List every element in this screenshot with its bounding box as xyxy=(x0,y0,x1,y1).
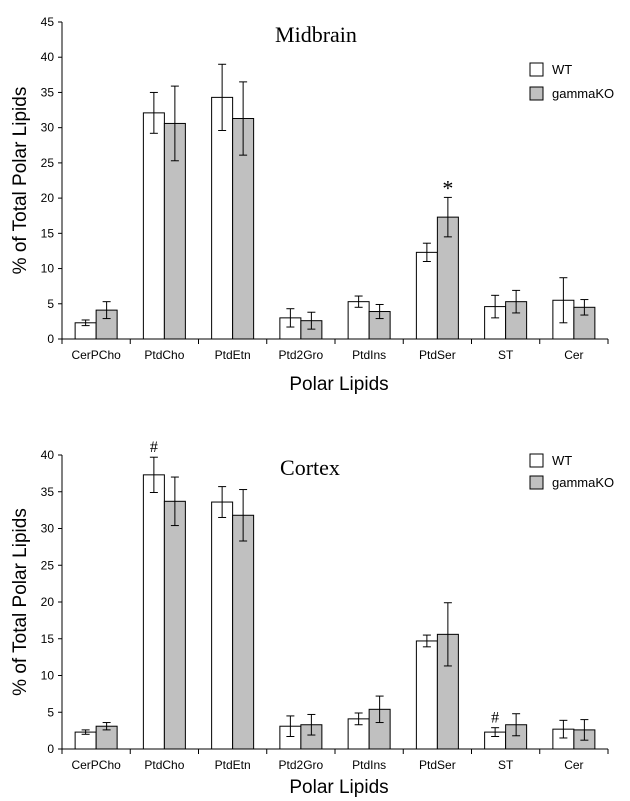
y-tick-label: 30 xyxy=(41,522,55,536)
y-tick-label: 20 xyxy=(41,595,55,609)
x-category-label: PtdEtn xyxy=(215,758,251,772)
y-tick-label: 10 xyxy=(41,262,55,276)
x-category-label: PtdIns xyxy=(352,348,386,362)
y-tick-label: 0 xyxy=(47,742,54,756)
bar-gammako-ptdetn xyxy=(232,514,255,750)
y-tick-label: 0 xyxy=(47,332,54,346)
x-axis-title: Polar Lipids xyxy=(289,374,388,395)
x-category-label: PtdEtn xyxy=(215,348,251,362)
legend: WT gammaKO xyxy=(529,453,614,490)
y-axis-title: % of Total Polar Lipids xyxy=(10,508,31,696)
y-tick-label: 35 xyxy=(41,485,55,499)
y-tick-label: 45 xyxy=(41,15,55,29)
x-category-label: ST xyxy=(498,758,514,772)
legend-label-wt: WT xyxy=(552,62,572,77)
legend-swatch-wt xyxy=(529,453,544,468)
x-category-label: PtdCho xyxy=(144,348,184,362)
bar-wt-ptdetn xyxy=(211,501,234,750)
y-tick-label: 5 xyxy=(47,705,54,719)
y-tick-label: 30 xyxy=(41,121,55,135)
y-tick-label: 40 xyxy=(41,448,55,462)
y-tick-label: 15 xyxy=(41,226,55,240)
y-tick-label: 15 xyxy=(41,632,55,646)
legend-swatch-wt xyxy=(529,62,544,77)
x-category-label: Ptd2Gro xyxy=(279,348,324,362)
x-category-label: Cer xyxy=(564,758,583,772)
bar-wt-ptdser xyxy=(415,251,438,340)
significance-marker: * xyxy=(442,175,453,200)
chart-title: Cortex xyxy=(280,455,340,480)
y-tick-label: 35 xyxy=(41,85,55,99)
bar-gammako-ptdcho xyxy=(163,500,186,750)
bar-wt-ptdser xyxy=(415,640,438,750)
legend-label-wt: WT xyxy=(552,453,572,468)
midbrain-chart: 0 5 10 15 20 25 30 35 40 45 CerPCho PtdCho PtdEtn Ptd… xyxy=(10,15,614,395)
x-category-label: PtdSer xyxy=(419,758,456,772)
x-category-label: Ptd2Gro xyxy=(279,758,324,772)
y-tick-label: 10 xyxy=(41,669,55,683)
y-tick-label: 20 xyxy=(41,191,55,205)
y-tick-label: 25 xyxy=(41,558,55,572)
y-tick-label: 25 xyxy=(41,156,55,170)
significance-marker: # xyxy=(491,710,499,727)
x-axis-title: Polar Lipids xyxy=(289,777,388,798)
x-category-label: PtdIns xyxy=(352,758,386,772)
x-category-label: CerPCho xyxy=(71,348,121,362)
y-tick-label: 40 xyxy=(41,50,55,64)
legend: WT gammaKO xyxy=(529,62,614,101)
bar-wt-ptdcho xyxy=(142,474,165,750)
x-category-label: PtdSer xyxy=(419,348,456,362)
y-tick-label: 5 xyxy=(47,297,54,311)
x-category-label: Cer xyxy=(564,348,583,362)
cortex-chart: 0 5 10 15 20 25 30 35 40 CerPCho PtdCho PtdEtn Ptd2G… xyxy=(10,439,614,798)
y-axis-title: % of Total Polar Lipids xyxy=(10,87,31,275)
legend-swatch-gammako xyxy=(529,475,544,490)
significance-marker: # xyxy=(150,439,158,456)
x-category-label: CerPCho xyxy=(71,758,121,772)
legend-label-gammako: gammaKO xyxy=(552,86,614,101)
bar-wt-ptdetn xyxy=(211,96,234,340)
bar-wt-ptdcho xyxy=(142,112,165,340)
x-category-label: ST xyxy=(498,348,514,362)
x-category-label: PtdCho xyxy=(144,758,184,772)
chart-title: Midbrain xyxy=(275,22,357,47)
legend-label-gammako: gammaKO xyxy=(552,475,614,490)
legend-swatch-gammako xyxy=(529,86,544,101)
